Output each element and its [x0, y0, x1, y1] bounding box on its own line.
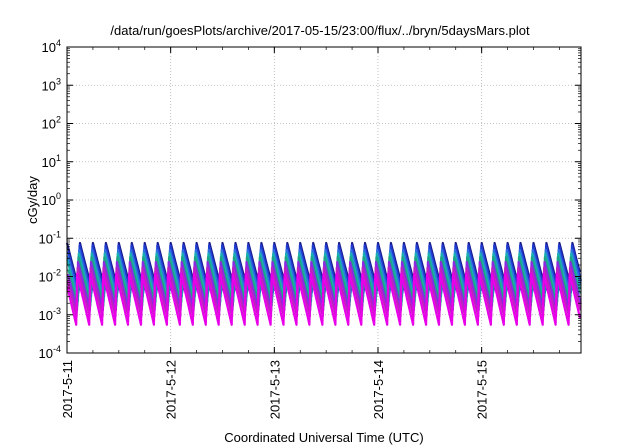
data-series [66, 272, 582, 326]
y-tick-label: 104 [42, 38, 61, 55]
x-tick-label: 2017-5-13 [267, 360, 282, 419]
y-tick-label: 10-3 [39, 306, 61, 323]
chart-title: /data/run/goesPlots/archive/2017-05-15/2… [110, 23, 530, 38]
x-tick-label: 2017-5-11 [60, 360, 75, 418]
series-layer [65, 241, 582, 326]
x-axis: 2017-5-11 2017-5-12 2017-5-13 2017-5-14 2017… [60, 47, 560, 419]
y-tick-label: 103 [42, 76, 61, 93]
y-tick-label: 102 [42, 115, 61, 132]
x-tick-label: 2017-5-15 [475, 360, 490, 419]
y-tick-label: 101 [42, 153, 61, 170]
x-axis-title: Coordinated Universal Time (UTC) [224, 430, 423, 445]
y-axis-title: cGy/day [25, 176, 40, 224]
x-tick-label: 2017-5-14 [371, 360, 386, 419]
y-tick-label: 10-2 [39, 268, 61, 285]
y-tick-label: 10-1 [39, 229, 61, 246]
y-tick-label: 10-4 [39, 344, 61, 361]
y-axis: 10-4 10-3 10-2 10-1 100 101 102 103 104 [39, 38, 581, 361]
y-tick-label: 100 [42, 191, 61, 208]
x-tick-label: 2017-5-12 [164, 360, 179, 419]
